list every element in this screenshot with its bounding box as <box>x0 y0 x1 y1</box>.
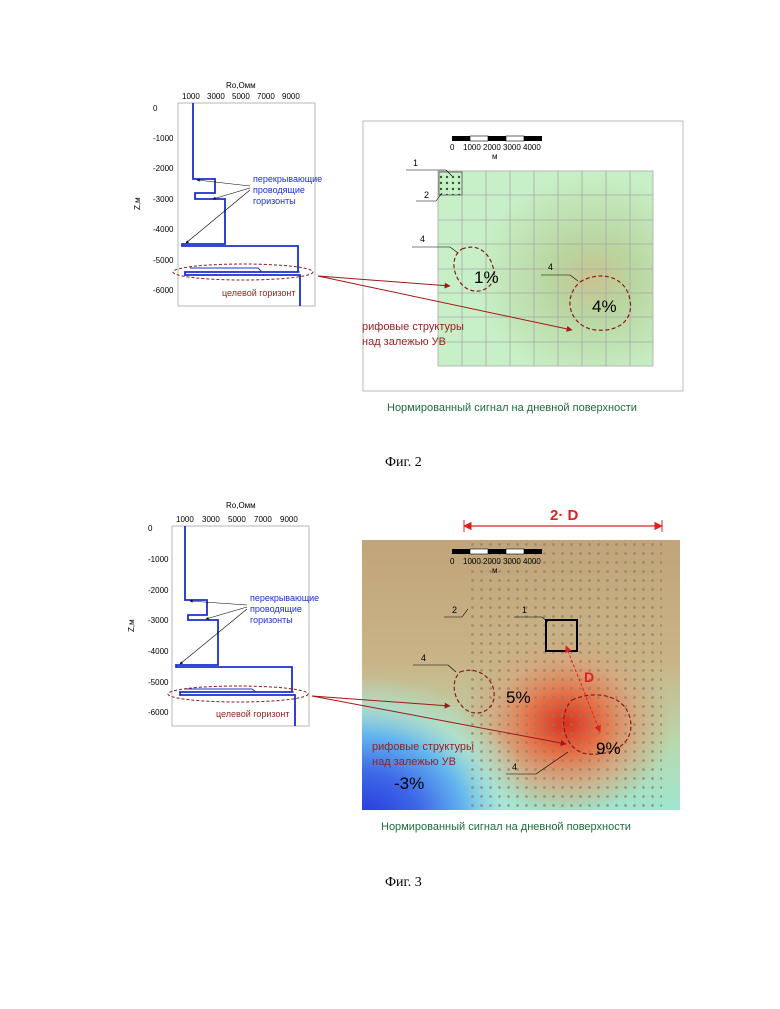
scale-tick: 3000 <box>503 143 521 152</box>
log-ytick: -4000 <box>153 225 174 234</box>
distance-label: D <box>584 669 594 685</box>
sample-cell-dots <box>439 172 462 195</box>
log-xlabel: Ro,Омм <box>226 81 256 90</box>
item-label: 4 <box>420 234 425 244</box>
resistivity-curve <box>176 526 295 726</box>
item-label: 4 <box>512 762 517 772</box>
figure-caption: Фиг. 2 <box>385 455 422 470</box>
normalized-signal-field <box>438 171 653 366</box>
log-xtick: 9000 <box>282 92 300 101</box>
overlap-note-fig3: перекрывающие проводящие горизонты <box>180 593 319 664</box>
log-ytick: 0 <box>148 524 153 533</box>
value-label: 9% <box>596 739 621 758</box>
note-line: горизонты <box>250 615 293 625</box>
pointer-arrow <box>206 607 247 619</box>
log-xtick: 7000 <box>254 515 272 524</box>
log-ytick: 0 <box>153 104 158 113</box>
pointer-arrow <box>213 188 250 199</box>
log-ytick: -1000 <box>148 555 169 564</box>
item-label: 4 <box>548 262 553 272</box>
value-label: -3% <box>394 774 424 793</box>
log-ylabel: Z,м <box>133 197 142 210</box>
log-xtick: 3000 <box>207 92 225 101</box>
log-xtick: 5000 <box>232 92 250 101</box>
scale-tick: 3000 <box>503 557 521 566</box>
pointer-arrow <box>180 609 247 664</box>
log-ytick: -2000 <box>148 586 169 595</box>
log-ytick: -3000 <box>153 195 174 204</box>
reef-note-line: над залежью УВ <box>362 336 446 348</box>
span-label: 2· D <box>550 507 579 524</box>
target-horizon-label: целевой горизонт <box>216 709 289 719</box>
scale-unit: м <box>492 152 498 161</box>
item-label: 1 <box>413 158 418 168</box>
log-ytick: -4000 <box>148 647 169 656</box>
item-label: 1 <box>522 605 527 615</box>
target-horizon-label: целевой горизонт <box>222 288 295 298</box>
scale-tick: 4000 <box>523 143 541 152</box>
log-ytick: -1000 <box>153 134 174 143</box>
log-xtick: 5000 <box>228 515 246 524</box>
log-ytick: -5000 <box>148 678 169 687</box>
target-horizon-ellipse <box>168 686 308 702</box>
log-xtick: 3000 <box>202 515 220 524</box>
map-caption: Нормированный сигнал на дневной поверхно… <box>381 821 631 833</box>
map-caption: Нормированный сигнал на дневной поверхно… <box>387 402 637 414</box>
log-ytick: -5000 <box>153 256 174 265</box>
log-xlabel: Ro,Омм <box>226 501 256 510</box>
log-xtick: 1000 <box>182 92 200 101</box>
value-label: 1% <box>474 268 499 287</box>
pointer-arrow <box>190 601 247 605</box>
log-xtick: 1000 <box>176 515 194 524</box>
figure-2: Ro,Омм 1000 3000 5000 7000 9000 0 -1000 … <box>133 81 683 470</box>
scale-tick: 2000 <box>483 143 501 152</box>
figure-caption: Фиг. 3 <box>385 875 422 890</box>
survey-points <box>466 540 662 810</box>
scale-tick: 1000 <box>463 143 481 152</box>
figure-3: Ro,Омм 1000 3000 5000 7000 9000 0 -1000 … <box>127 501 680 890</box>
scale-tick: 2000 <box>483 557 501 566</box>
log-ytick: -6000 <box>148 708 169 717</box>
item-label: 2 <box>452 605 457 615</box>
note-line: проводящие <box>253 185 305 195</box>
overlap-note-fig2: перекрывающие проводящие горизонты <box>186 174 322 243</box>
scale-tick: 0 <box>450 557 455 566</box>
log-ylabel: Z,м <box>127 619 136 632</box>
reef-note-line: над залежью УВ <box>372 756 456 768</box>
reef-note-line: рифовые структуры <box>372 741 474 753</box>
scale-unit: м <box>492 566 498 575</box>
item-label: 4 <box>421 653 426 663</box>
note-line: проводящие <box>250 604 302 614</box>
log-ytick: -2000 <box>153 164 174 173</box>
log-ytick: -6000 <box>153 286 174 295</box>
note-line: перекрывающие <box>250 593 319 603</box>
reef-note-line: рифовые структуры <box>362 321 464 333</box>
note-line: перекрывающие <box>253 174 322 184</box>
pointer-arrow <box>197 180 250 186</box>
log-frame <box>172 526 309 726</box>
map-fig3: 0 1000 2000 3000 4000 м 1 2 4 4 5% 9% D … <box>362 540 680 810</box>
value-label: 5% <box>506 688 531 707</box>
scale-tick: 4000 <box>523 557 541 566</box>
log-ytick: -3000 <box>148 616 169 625</box>
log-xtick: 7000 <box>257 92 275 101</box>
scale-tick: 1000 <box>463 557 481 566</box>
log-xtick: 9000 <box>280 515 298 524</box>
item-label: 2 <box>424 190 429 200</box>
note-line: горизонты <box>253 196 296 206</box>
value-label: 4% <box>592 297 617 316</box>
scale-tick: 0 <box>450 143 455 152</box>
